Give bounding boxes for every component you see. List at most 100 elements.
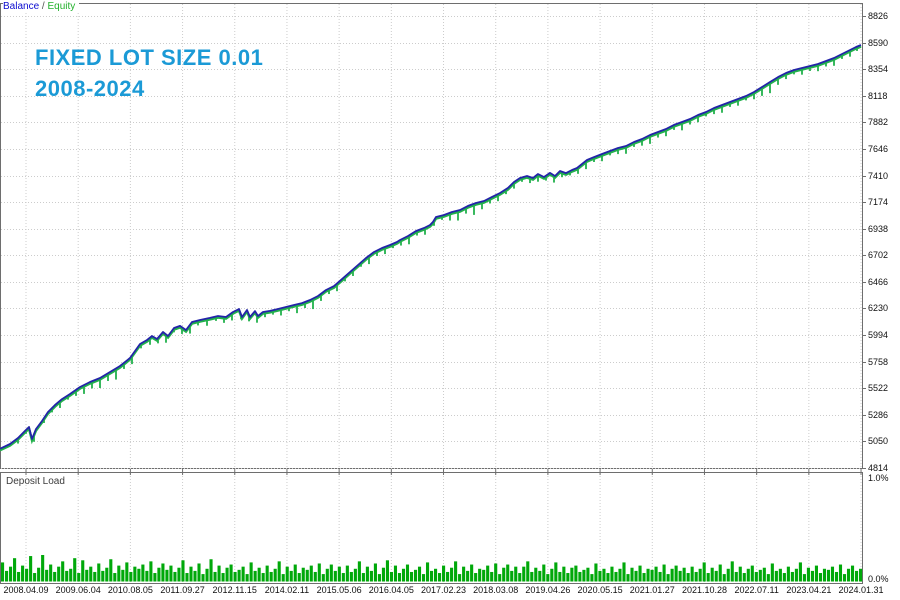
- deposit-load-bar: [666, 574, 670, 582]
- y-axis-label: 5758: [868, 356, 889, 367]
- deposit-load-bar: [9, 566, 13, 582]
- deposit-load-bar: [57, 566, 61, 582]
- y-axis-label: 4814: [868, 463, 889, 473]
- deposit-load-bar: [790, 571, 794, 582]
- deposit-load-bar: [846, 568, 851, 582]
- deposit-load-bar: [257, 567, 261, 582]
- y-axis-label: 7410: [868, 170, 889, 181]
- deposit-load-bar: [177, 567, 181, 582]
- deposit-load-bar: [21, 565, 25, 582]
- deposit-load-bar: [121, 569, 125, 582]
- deposit-load-bar: [393, 565, 398, 582]
- deposit-load-bar: [193, 570, 197, 582]
- deposit-load-bar: [65, 570, 69, 582]
- deposit-load-bar: [133, 566, 137, 582]
- deposit-load-bar: [165, 569, 169, 582]
- x-axis-date-label: 2023.04.21: [786, 585, 832, 595]
- y-axis-label: 6230: [868, 303, 889, 314]
- deposit-load-bar: [13, 558, 17, 582]
- deposit-load-bar: [137, 568, 141, 582]
- x-axis-date-label: 2012.11.15: [212, 585, 257, 595]
- deposit-load-bar: [822, 568, 827, 582]
- deposit-load-bar: [145, 570, 149, 582]
- deposit-load-bar: [838, 564, 843, 582]
- y-axis-label: 6466: [868, 276, 889, 287]
- y-axis-label: 7646: [868, 143, 889, 154]
- deposit-load-bar: [558, 571, 562, 582]
- deposit-load-bar: [17, 571, 21, 582]
- deposit-load-bar: [462, 566, 466, 582]
- deposit-load-bar: [826, 569, 831, 582]
- deposit-load-bar: [530, 571, 534, 582]
- x-axis-date-label: 2021.10.28: [681, 585, 727, 595]
- deposit-load-bar: [854, 570, 859, 582]
- deposit-load-bar: [269, 571, 273, 582]
- balance-line: [0, 44, 862, 450]
- x-axis-date-label: 2019.04.26: [525, 585, 571, 595]
- deposit-load-bar: [205, 568, 209, 582]
- deposit-load-bar: [129, 571, 133, 582]
- deposit-load-bar: [686, 573, 690, 582]
- deposit-axis-top-label: 1.0%: [868, 473, 889, 483]
- deposit-load-bar: [554, 562, 558, 582]
- deposit-load-bar: [369, 570, 373, 582]
- y-axis-label: 8354: [868, 64, 889, 75]
- deposit-load-bar: [510, 570, 514, 582]
- deposit-load-bar: [738, 566, 742, 582]
- x-axis-date-label: 2018.03.08: [473, 585, 519, 595]
- deposit-load-bar: [562, 566, 566, 582]
- deposit-load-bar: [758, 569, 762, 582]
- deposit-load-bar: [642, 573, 646, 582]
- deposit-load-bar: [594, 563, 598, 582]
- deposit-load-bar: [550, 568, 554, 582]
- deposit-load-bar: [802, 574, 806, 582]
- deposit-load-bar: [89, 566, 93, 582]
- deposit-load-bar: [478, 568, 482, 582]
- deposit-load-bar: [429, 570, 434, 582]
- deposit-load-bar: [574, 565, 578, 582]
- deposit-load-bar: [774, 570, 778, 582]
- deposit-load-bar: [610, 566, 614, 582]
- y-axis-label: 7882: [868, 117, 889, 128]
- deposit-load-bar: [490, 571, 494, 582]
- deposit-load-bar: [730, 561, 734, 582]
- y-axis-label: 6702: [868, 250, 889, 261]
- main-panel-frame: [0, 3, 863, 469]
- deposit-load-bar: [714, 570, 718, 582]
- deposit-load-bar: [229, 564, 233, 582]
- deposit-load-bar: [245, 574, 249, 582]
- deposit-load-bar: [782, 573, 786, 582]
- deposit-load-bar: [722, 574, 726, 582]
- deposit-load-bar: [534, 567, 538, 582]
- deposit-load-bar: [117, 565, 121, 582]
- deposit-load-bar: [794, 568, 798, 582]
- deposit-load-bar: [470, 564, 474, 582]
- deposit-load-bar: [858, 568, 863, 582]
- deposit-load-bar: [638, 565, 642, 582]
- deposit-load-bar: [173, 571, 177, 582]
- deposit-load-bar: [249, 562, 253, 582]
- deposit-load-bar: [598, 570, 602, 582]
- deposit-load-bar: [357, 561, 361, 582]
- deposit-load-bar: [566, 573, 570, 582]
- deposit-load-bar: [313, 571, 317, 582]
- deposit-load-label: Deposit Load: [6, 476, 65, 487]
- deposit-load-bar: [125, 562, 129, 582]
- deposit-load-bar: [674, 565, 678, 582]
- deposit-load-bar: [253, 570, 257, 582]
- deposit-load-bar: [25, 568, 29, 582]
- deposit-load-bar: [518, 573, 522, 582]
- deposit-load-bar: [514, 566, 518, 582]
- deposit-load-bar: [401, 568, 406, 582]
- deposit-load-bar: [786, 566, 790, 582]
- deposit-load-bar: [41, 555, 45, 582]
- deposit-load-bar: [446, 571, 450, 582]
- deposit-load-bar: [494, 563, 498, 582]
- deposit-load-bar: [606, 573, 610, 582]
- y-axis-label: 7174: [868, 197, 889, 208]
- deposit-load-bar: [618, 568, 622, 582]
- deposit-load-bar: [806, 567, 810, 582]
- deposit-load-bar: [29, 556, 33, 582]
- y-axis-label: 8590: [868, 37, 889, 48]
- deposit-load-bar: [189, 566, 193, 582]
